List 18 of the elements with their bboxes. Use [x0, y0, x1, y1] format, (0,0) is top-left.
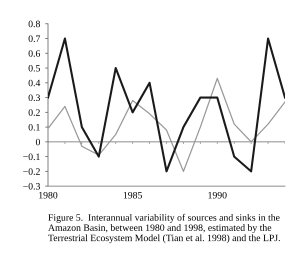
- y-tick-label: 0: [36, 138, 40, 146]
- y-tick-label: 0.2: [28, 109, 40, 116]
- caption: Figure 5. Interannual variability of sources and sinks in the Amazon Basin, between 1980 and 1998, estimated by the Terrestrial Ecosystem Model (Tian et al. 1998) and the LPJ.: [48, 214, 280, 244]
- y-tick-label: −0.2: [23, 168, 40, 175]
- x-tick-label: 1990: [208, 192, 227, 199]
- y-tick-label: 0.8: [28, 20, 40, 28]
- y-tick-label: 0.5: [28, 64, 40, 72]
- y-tick-label: 0.7: [28, 35, 40, 42]
- y-tick-label: −0.1: [23, 154, 40, 160]
- x-tick-label: 1980: [39, 192, 58, 199]
- y-tick-label: 0.1: [28, 124, 40, 131]
- y-tick-label: 0.3: [28, 94, 40, 102]
- y-tick-label: −0.3: [23, 183, 40, 190]
- y-tick-label: 0.4: [28, 80, 40, 86]
- y-tick-label: 0.6: [28, 50, 40, 57]
- x-tick-label: 1985: [124, 192, 142, 199]
- line-series: [48, 37, 285, 172]
- line-series: [48, 78, 285, 172]
